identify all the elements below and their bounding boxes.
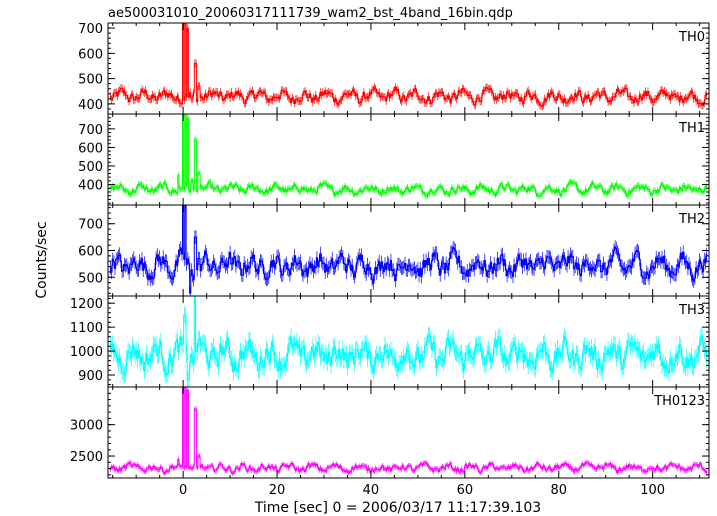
y-tick-label: 700: [78, 218, 103, 233]
panel-frame: [107, 386, 710, 479]
y-tick-label: 1100: [70, 321, 103, 336]
y-axis-label: Counts/sec: [34, 221, 50, 298]
panel-label-th2: TH2: [678, 212, 705, 227]
y-tick-label: 500: [78, 73, 103, 88]
x-tick-label: 100: [640, 483, 665, 498]
y-tick-label: 500: [78, 271, 103, 286]
y-tick-label: 400: [78, 179, 103, 194]
panel-th1: 400 500 600 700 TH1: [78, 113, 710, 206]
y-tick-label: 400: [78, 98, 103, 113]
x-tick-label: 40: [363, 483, 380, 498]
error-bars-th3: [109, 296, 708, 387]
x-axis-label: Time [sec] 0 = 2006/03/17 11:17:39.103: [254, 500, 541, 516]
panel-label-th1: TH1: [678, 121, 705, 136]
y-tick-label: 1000: [70, 345, 103, 360]
y-tick-label: 600: [78, 245, 103, 260]
error-bars-th0123: [109, 387, 708, 476]
y-tick-label: 3000: [70, 419, 103, 434]
chart-title: ae500031010_20060317111739_wam2_bst_4ban…: [108, 6, 513, 21]
panel-label-th0123: TH0123: [653, 394, 705, 409]
series-line-th1: [109, 114, 708, 197]
y-tick-label: 500: [78, 160, 103, 175]
x-tick-label: 0: [179, 483, 187, 498]
y-tick-label: 900: [78, 369, 103, 384]
x-tick-label: 80: [550, 483, 567, 498]
series-line-th0123: [109, 387, 708, 474]
y-tick-label: 2500: [70, 450, 103, 465]
y-tick-label: 700: [78, 22, 103, 37]
error-bars-th2: [109, 205, 708, 296]
y-tick-label: 700: [78, 123, 103, 138]
error-bars-th1: [109, 114, 708, 200]
y-tick-label: 600: [78, 47, 103, 62]
panel-th0: 400 500 600 700 TH0: [78, 22, 710, 115]
panel-th0123: 2500 3000 TH0123: [70, 386, 710, 479]
panel-th3: 900 1000 1100 1200 TH3: [70, 295, 710, 388]
panel-label-th0: TH0: [678, 30, 705, 45]
x-tick-label: 60: [457, 483, 474, 498]
panel-th2: 500 600 700 TH2: [78, 204, 710, 297]
y-tick-label: 600: [78, 141, 103, 156]
y-tick-label: 1200: [70, 297, 103, 312]
error-bars-th0: [109, 23, 708, 111]
panel-label-th3: TH3: [678, 303, 705, 318]
x-tick-label: 20: [269, 483, 286, 498]
